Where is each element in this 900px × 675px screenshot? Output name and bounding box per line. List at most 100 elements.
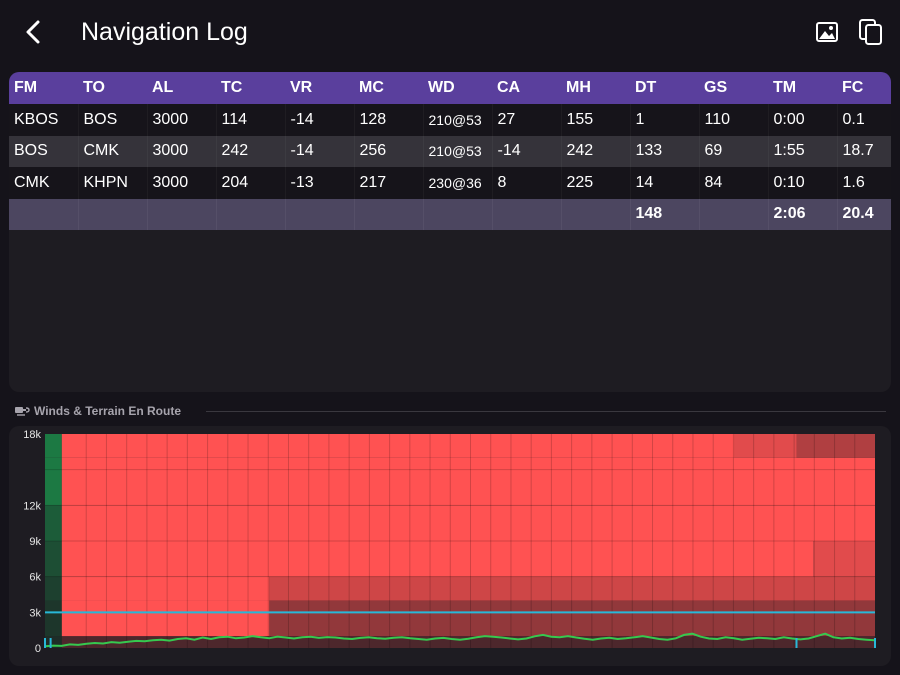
table-row[interactable]: BOS CMK 3000 242 -14 256 210@53 -14 242 133 69 1:55…	[9, 135, 891, 167]
total-empty-cell	[216, 198, 286, 230]
cell-fm: CMK	[9, 167, 79, 199]
cell-mh: 225	[561, 167, 631, 199]
column-header-mh: MH	[561, 72, 630, 104]
cell-ca: 27	[492, 104, 562, 136]
winds-terrain-section-header: Winds & Terrain En Route	[14, 402, 886, 420]
cell-to: CMK	[78, 135, 148, 167]
cell-dt: 1	[630, 104, 700, 136]
terrain-profile-line	[44, 632, 876, 648]
wind-cell	[61, 541, 814, 577]
wind-cell	[61, 612, 270, 637]
column-header-ca: CA	[492, 72, 561, 104]
cell-dt: 133	[630, 135, 700, 167]
total-empty-cell	[147, 198, 217, 230]
table-row[interactable]: KBOS BOS 3000 114 -14 128 210@53 27 155 1 110 0:00 0…	[9, 104, 891, 136]
cell-tm: 1:55	[768, 135, 838, 167]
winds-terrain-label: Winds & Terrain En Route	[34, 404, 182, 418]
cell-ca: -14	[492, 135, 562, 167]
wind-cell	[269, 576, 875, 601]
cell-fm: BOS	[9, 135, 79, 167]
wind-cell	[813, 541, 875, 577]
column-header-wd: WD	[423, 72, 492, 104]
total-tm: 2:06	[768, 198, 838, 230]
column-header-gs: GS	[699, 72, 768, 104]
cell-mh: 155	[561, 104, 631, 136]
cell-to: KHPN	[78, 167, 148, 199]
chevron-left-icon[interactable]	[18, 16, 48, 48]
app-header: Navigation Log	[0, 0, 900, 64]
column-header-dt: DT	[630, 72, 699, 104]
wind-cell	[45, 636, 62, 648]
column-header-to: TO	[78, 72, 147, 104]
cell-fc: 18.7	[837, 135, 891, 167]
cell-tc: 204	[216, 167, 286, 199]
wind-cell	[61, 434, 735, 458]
y-tick-label: 0	[35, 643, 41, 655]
wind-cell	[45, 505, 62, 541]
wind-cell	[45, 457, 62, 506]
total-dt: 148	[630, 198, 700, 230]
cell-vr: -13	[285, 167, 355, 199]
wind-cell	[796, 434, 875, 458]
total-empty-cell	[78, 198, 148, 230]
totals-row: 148 2:06 20.4	[9, 198, 891, 230]
cell-gs: 110	[699, 104, 769, 136]
column-header-mc: MC	[354, 72, 423, 104]
column-header-fm: FM	[9, 72, 78, 104]
wind-cell	[45, 576, 62, 601]
y-tick-label: 18k	[23, 429, 41, 441]
cell-tc: 242	[216, 135, 286, 167]
total-empty-cell	[9, 198, 79, 230]
wind-cell	[269, 612, 875, 637]
table-header-row: FM TO AL TC VR MC WD CA MH DT GS TM FC	[9, 72, 891, 104]
wind-cell	[45, 612, 62, 637]
cell-mc: 217	[354, 167, 424, 199]
cell-al: 3000	[147, 167, 217, 199]
page-title: Navigation Log	[81, 18, 248, 46]
wind-cell	[61, 505, 875, 541]
cell-al: 3000	[147, 104, 217, 136]
image-icon[interactable]	[813, 16, 841, 48]
column-header-tc: TC	[216, 72, 285, 104]
total-empty-cell	[561, 198, 631, 230]
cell-wd: 210@53	[423, 135, 493, 167]
wind-cell	[734, 434, 797, 458]
navigation-log-table: FM TO AL TC VR MC WD CA MH DT GS TM FC KBOS BOS 3000 11…	[9, 72, 891, 230]
total-fc: 20.4	[837, 198, 891, 230]
wind-cell	[45, 600, 62, 613]
cell-vr: -14	[285, 104, 355, 136]
cell-ca: 8	[492, 167, 562, 199]
navigation-log-panel: FM TO AL TC VR MC WD CA MH DT GS TM FC KBOS BOS 3000 11…	[9, 72, 891, 392]
winds-terrain-chart-panel: 18k 12k 9k 6k 3k 0	[9, 426, 891, 666]
cell-fc: 0.1	[837, 104, 891, 136]
total-empty-cell	[423, 198, 493, 230]
total-empty-cell	[699, 198, 769, 230]
cell-tc: 114	[216, 104, 286, 136]
total-empty-cell	[354, 198, 424, 230]
cell-mc: 128	[354, 104, 424, 136]
cell-gs: 84	[699, 167, 769, 199]
cell-wd: 230@36	[423, 167, 493, 199]
cell-fc: 1.6	[837, 167, 891, 199]
wind-icon	[15, 407, 30, 416]
cell-vr: -14	[285, 135, 355, 167]
cell-gs: 69	[699, 135, 769, 167]
column-header-al: AL	[147, 72, 216, 104]
y-tick-label: 3k	[29, 607, 41, 619]
y-tick-label: 9k	[29, 536, 41, 548]
cell-al: 3000	[147, 135, 217, 167]
wind-cell	[61, 457, 875, 506]
cell-mh: 242	[561, 135, 631, 167]
cell-tm: 0:00	[768, 104, 838, 136]
wind-cell	[45, 541, 62, 577]
wind-cell	[61, 600, 270, 613]
wind-cell	[45, 434, 62, 458]
total-empty-cell	[285, 198, 355, 230]
copy-icon[interactable]	[857, 16, 885, 48]
table-row[interactable]: CMK KHPN 3000 204 -13 217 230@36 8 225 14 84 0:10 1.…	[9, 167, 891, 199]
cell-wd: 210@53	[423, 104, 493, 136]
cell-mc: 256	[354, 135, 424, 167]
column-header-vr: VR	[285, 72, 354, 104]
y-tick-label: 12k	[23, 500, 41, 512]
column-header-tm: TM	[768, 72, 837, 104]
